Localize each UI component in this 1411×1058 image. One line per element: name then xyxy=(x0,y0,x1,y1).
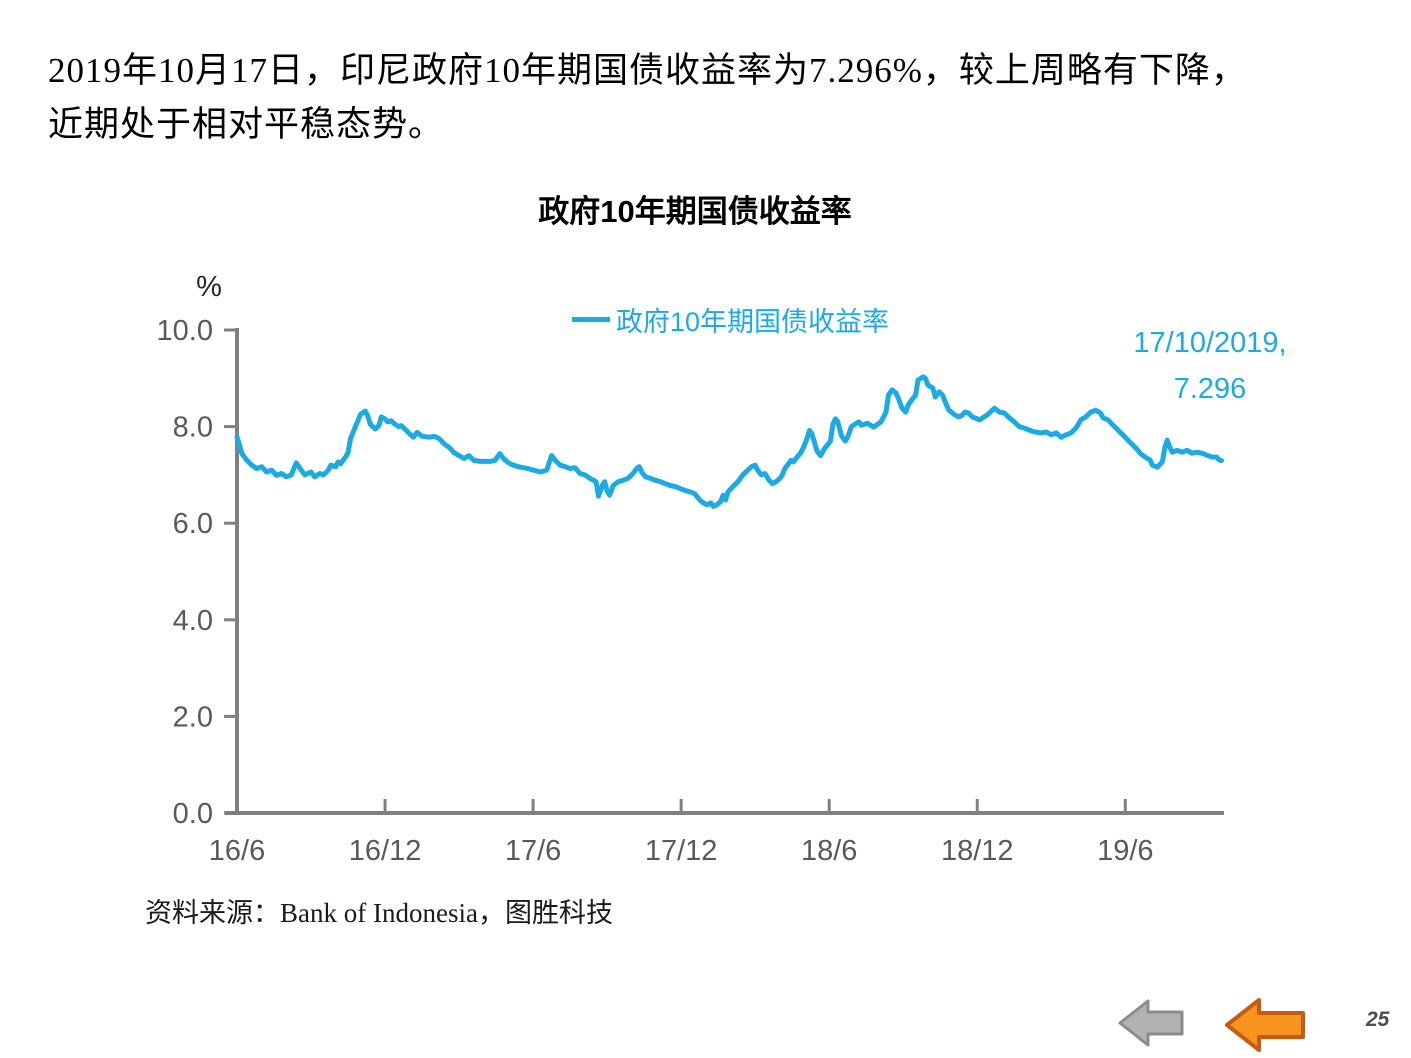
x-tick-label: 18/6 xyxy=(801,835,857,867)
left-arrow-icon xyxy=(1118,999,1184,1047)
x-tick-label: 17/12 xyxy=(645,835,718,867)
legend-line-swatch xyxy=(571,317,610,322)
y-tick-label: 2.0 xyxy=(173,701,213,733)
header-line-1: 2019年10月17日，印尼政府10年期国债收益率为7.296%，较上周略有下降… xyxy=(48,51,1247,90)
x-tick-label: 18/12 xyxy=(941,835,1014,867)
y-tick-label: 10.0 xyxy=(157,315,213,347)
back-arrow-button-orange[interactable] xyxy=(1225,997,1305,1053)
legend-label: 政府10年期国债收益率 xyxy=(615,307,890,337)
yield-line-chart-canvas: 0.0 2.0 4.0 6.0 8.0 10.0 16/6 16/12 17/6 17/12 18/… xyxy=(157,271,1224,867)
y-tick-label: 0.0 xyxy=(173,798,213,830)
header-line-2: 近期处于相对平稳态势。 xyxy=(48,105,445,144)
y-axis-unit-label: % xyxy=(196,271,222,303)
yield-chart: 0.0 2.0 4.0 6.0 8.0 10.0 16/6 16/12 17/6 17/12 18/… xyxy=(140,270,1290,930)
x-tick-label: 16/12 xyxy=(349,835,422,867)
yield-line-series xyxy=(234,374,1224,509)
last-point-annotation: 17/10/2019, 7.296 xyxy=(1095,320,1325,412)
annotation-value: 7.296 xyxy=(1173,373,1247,405)
chart-title: 政府10年期国债收益率 xyxy=(538,194,852,229)
chart-legend: 政府10年期国债收益率 xyxy=(237,300,1224,339)
back-arrow-button-gray[interactable] xyxy=(1118,998,1184,1048)
y-tick-label: 8.0 xyxy=(173,412,213,444)
x-tick-label: 17/6 xyxy=(505,835,561,867)
left-arrow-icon xyxy=(1225,998,1305,1052)
header-text: 2019年10月17日，印尼政府10年期国债收益率为7.296%，较上周略有下降… xyxy=(48,44,1378,152)
y-tick-label: 6.0 xyxy=(173,508,213,540)
source-text: 资料来源：Bank of Indonesia，图胜科技 xyxy=(145,898,613,928)
annotation-date: 17/10/2019, xyxy=(1133,327,1287,359)
x-tick-label: 16/6 xyxy=(209,835,265,867)
y-tick-label: 4.0 xyxy=(173,605,213,637)
page-number: 25 xyxy=(1366,1008,1390,1031)
x-tick-label: 19/6 xyxy=(1097,835,1153,867)
